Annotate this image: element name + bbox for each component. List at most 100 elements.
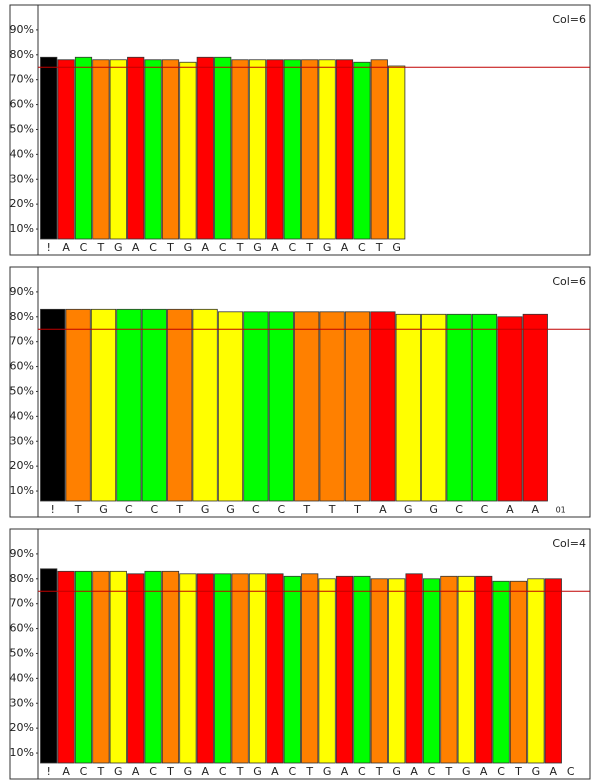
- x-tick-label: A: [341, 765, 349, 778]
- x-tick-label: C: [288, 765, 296, 778]
- y-tick-label: 80%: [10, 310, 34, 323]
- x-tick-label: A: [506, 503, 514, 516]
- y-tick-label: 50%: [10, 646, 34, 659]
- bar: [161, 59, 180, 240]
- x-tick-label: A: [379, 503, 387, 516]
- y-tick-label: 30%: [10, 696, 34, 709]
- x-tick-label: C: [481, 503, 489, 516]
- x-tick-label: C: [358, 241, 366, 254]
- bar: [370, 311, 396, 502]
- y-tick-label: 70%: [10, 73, 34, 86]
- x-tick-label: 01: [556, 506, 566, 515]
- bar: [370, 59, 388, 240]
- x-tick-label: G: [184, 765, 193, 778]
- x-tick-label: G: [253, 241, 262, 254]
- y-tick-label: 50%: [10, 122, 34, 135]
- x-tick-label: C: [277, 503, 285, 516]
- bar: [492, 580, 510, 764]
- x-tick-label: G: [404, 503, 413, 516]
- x-tick-label: T: [166, 765, 174, 778]
- x-tick-label: G: [114, 765, 123, 778]
- bar: [74, 570, 93, 764]
- x-tick-label: G: [532, 765, 541, 778]
- x-tick-label: C: [219, 765, 227, 778]
- bar: [457, 575, 475, 764]
- x-tick-label: T: [353, 503, 361, 516]
- x-tick-label: T: [375, 241, 383, 254]
- x-tick-label: G: [429, 503, 438, 516]
- bar: [109, 570, 127, 764]
- bar: [248, 573, 267, 764]
- bar: [301, 59, 319, 240]
- bar: [283, 575, 301, 764]
- x-tick-label: T: [97, 241, 105, 254]
- bar: [109, 59, 127, 240]
- x-tick-label: T: [302, 503, 310, 516]
- x-tick-label: C: [567, 765, 575, 778]
- bar: [90, 308, 117, 502]
- x-tick-label: G: [201, 503, 210, 516]
- bar: [544, 578, 562, 764]
- x-tick-label: C: [80, 241, 88, 254]
- bar: [57, 59, 75, 240]
- bar: [283, 59, 301, 240]
- bar: [127, 573, 145, 764]
- x-tick-label: A: [532, 503, 540, 516]
- bar: [57, 570, 75, 764]
- y-tick-label: 80%: [10, 572, 34, 585]
- bar: [40, 568, 58, 764]
- annotation: Col=6: [552, 275, 586, 288]
- bar: [214, 56, 232, 240]
- x-tick-label: G: [253, 765, 262, 778]
- x-tick-label: G: [114, 241, 123, 254]
- x-tick-label: G: [392, 241, 401, 254]
- bar: [388, 578, 406, 764]
- bar: [268, 311, 294, 502]
- x-tick-label: C: [80, 765, 88, 778]
- bar: [370, 578, 388, 764]
- bar: [353, 61, 371, 240]
- x-tick-label: A: [202, 765, 210, 778]
- x-tick-label: T: [166, 241, 174, 254]
- bar: [388, 65, 406, 240]
- bar: [471, 313, 498, 502]
- bar: [179, 573, 197, 764]
- bar: [92, 59, 110, 240]
- y-tick-label: 70%: [10, 335, 34, 348]
- x-tick-label: A: [271, 765, 279, 778]
- bar: [335, 59, 354, 240]
- bar: [266, 573, 284, 764]
- x-tick-label: C: [455, 503, 463, 516]
- y-tick-label: 30%: [10, 434, 34, 447]
- bar: [395, 313, 421, 502]
- bar: [266, 59, 284, 240]
- bar: [116, 308, 142, 502]
- x-tick-label: T: [328, 503, 336, 516]
- x-tick-label: T: [445, 765, 453, 778]
- bar: [65, 308, 91, 502]
- bar: [127, 56, 145, 240]
- bar: [446, 313, 472, 502]
- x-tick-label: T: [175, 503, 183, 516]
- y-tick-label: 90%: [10, 285, 34, 298]
- y-tick-label: 50%: [10, 384, 34, 397]
- x-tick-label: C: [125, 503, 133, 516]
- bar: [40, 308, 66, 502]
- x-tick-label: C: [219, 241, 227, 254]
- y-tick-label: 20%: [10, 721, 34, 734]
- y-tick-label: 10%: [10, 746, 34, 759]
- x-tick-label: G: [184, 241, 193, 254]
- x-tick-label: A: [62, 765, 70, 778]
- y-tick-label: 60%: [10, 98, 34, 111]
- annotation: Col=6: [552, 13, 586, 26]
- x-tick-label: A: [62, 241, 70, 254]
- bar: [335, 575, 354, 764]
- x-tick-label: T: [305, 241, 313, 254]
- bar: [231, 573, 249, 764]
- bar: [318, 59, 336, 240]
- y-tick-label: 40%: [10, 409, 34, 422]
- bar: [192, 308, 218, 502]
- x-tick-label: C: [149, 241, 157, 254]
- bar: [179, 61, 197, 240]
